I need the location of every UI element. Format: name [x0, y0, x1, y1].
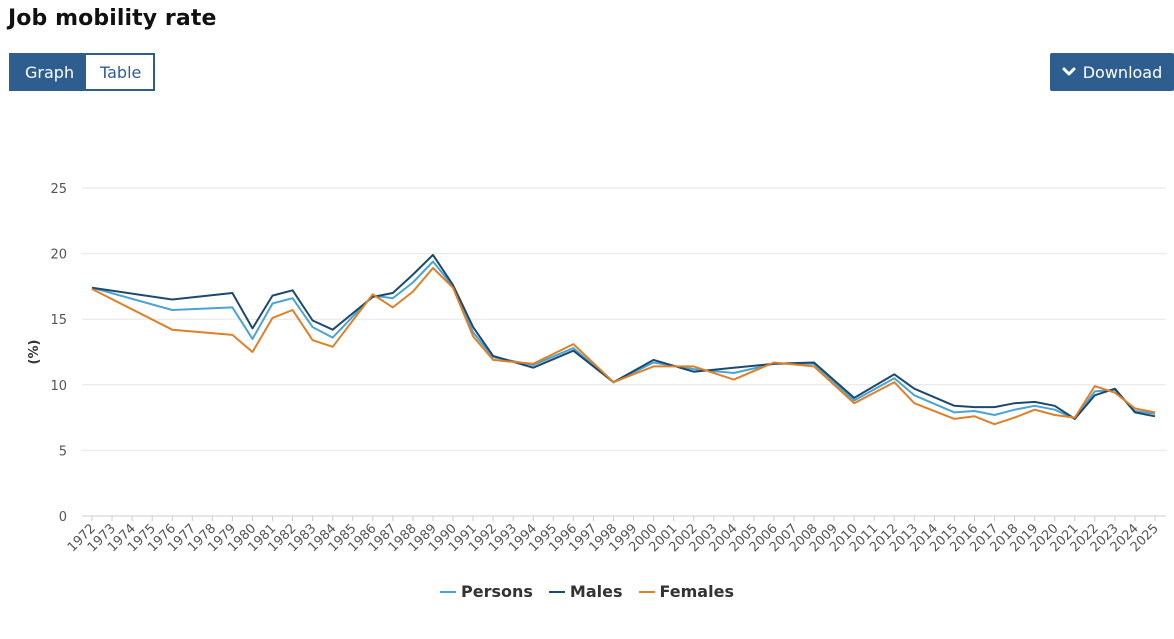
series-line-females: [91, 267, 1156, 426]
y-axis-title: (%): [27, 340, 42, 365]
legend-item-persons[interactable]: Persons: [440, 582, 533, 601]
legend-swatch: [548, 590, 565, 593]
series-line-persons: [91, 260, 1156, 420]
y-tick-label: 20: [50, 248, 67, 263]
graph-tab[interactable]: Graph: [11, 55, 86, 89]
series-lines: [91, 253, 1156, 426]
download-button[interactable]: Download: [1050, 53, 1174, 91]
x-axis-ticks: 1972197319741975197619771978197919801981…: [65, 516, 1162, 555]
y-tick-label: 5: [59, 444, 67, 459]
legend-item-females[interactable]: Females: [638, 582, 734, 601]
y-tick-label: 0: [59, 510, 67, 525]
download-label: Download: [1082, 62, 1163, 82]
legend-label: Females: [659, 582, 734, 601]
legend-label: Males: [569, 582, 623, 601]
y-tick-label: 25: [50, 182, 67, 197]
table-tab[interactable]: Table: [86, 55, 153, 89]
y-axis-ticks: 0 5 10 15 20 25: [50, 182, 67, 525]
view-toggle: Graph Table: [9, 53, 155, 91]
series-line-males: [91, 253, 1156, 420]
legend-label: Persons: [461, 582, 533, 601]
legend-swatch: [638, 590, 655, 593]
gridlines: [82, 187, 1166, 517]
chevron-down-icon: [1062, 67, 1076, 76]
line-chart: 0 5 10 15 20 25 19721973197419751976197719781…: [27, 182, 1166, 555]
y-tick-label: 15: [50, 313, 67, 328]
y-tick-label: 10: [50, 379, 67, 394]
page-title: Job mobility rate: [8, 6, 217, 31]
legend-item-males[interactable]: Males: [548, 582, 623, 601]
legend: Persons Males Females: [0, 582, 1174, 601]
legend-swatch: [440, 590, 457, 593]
